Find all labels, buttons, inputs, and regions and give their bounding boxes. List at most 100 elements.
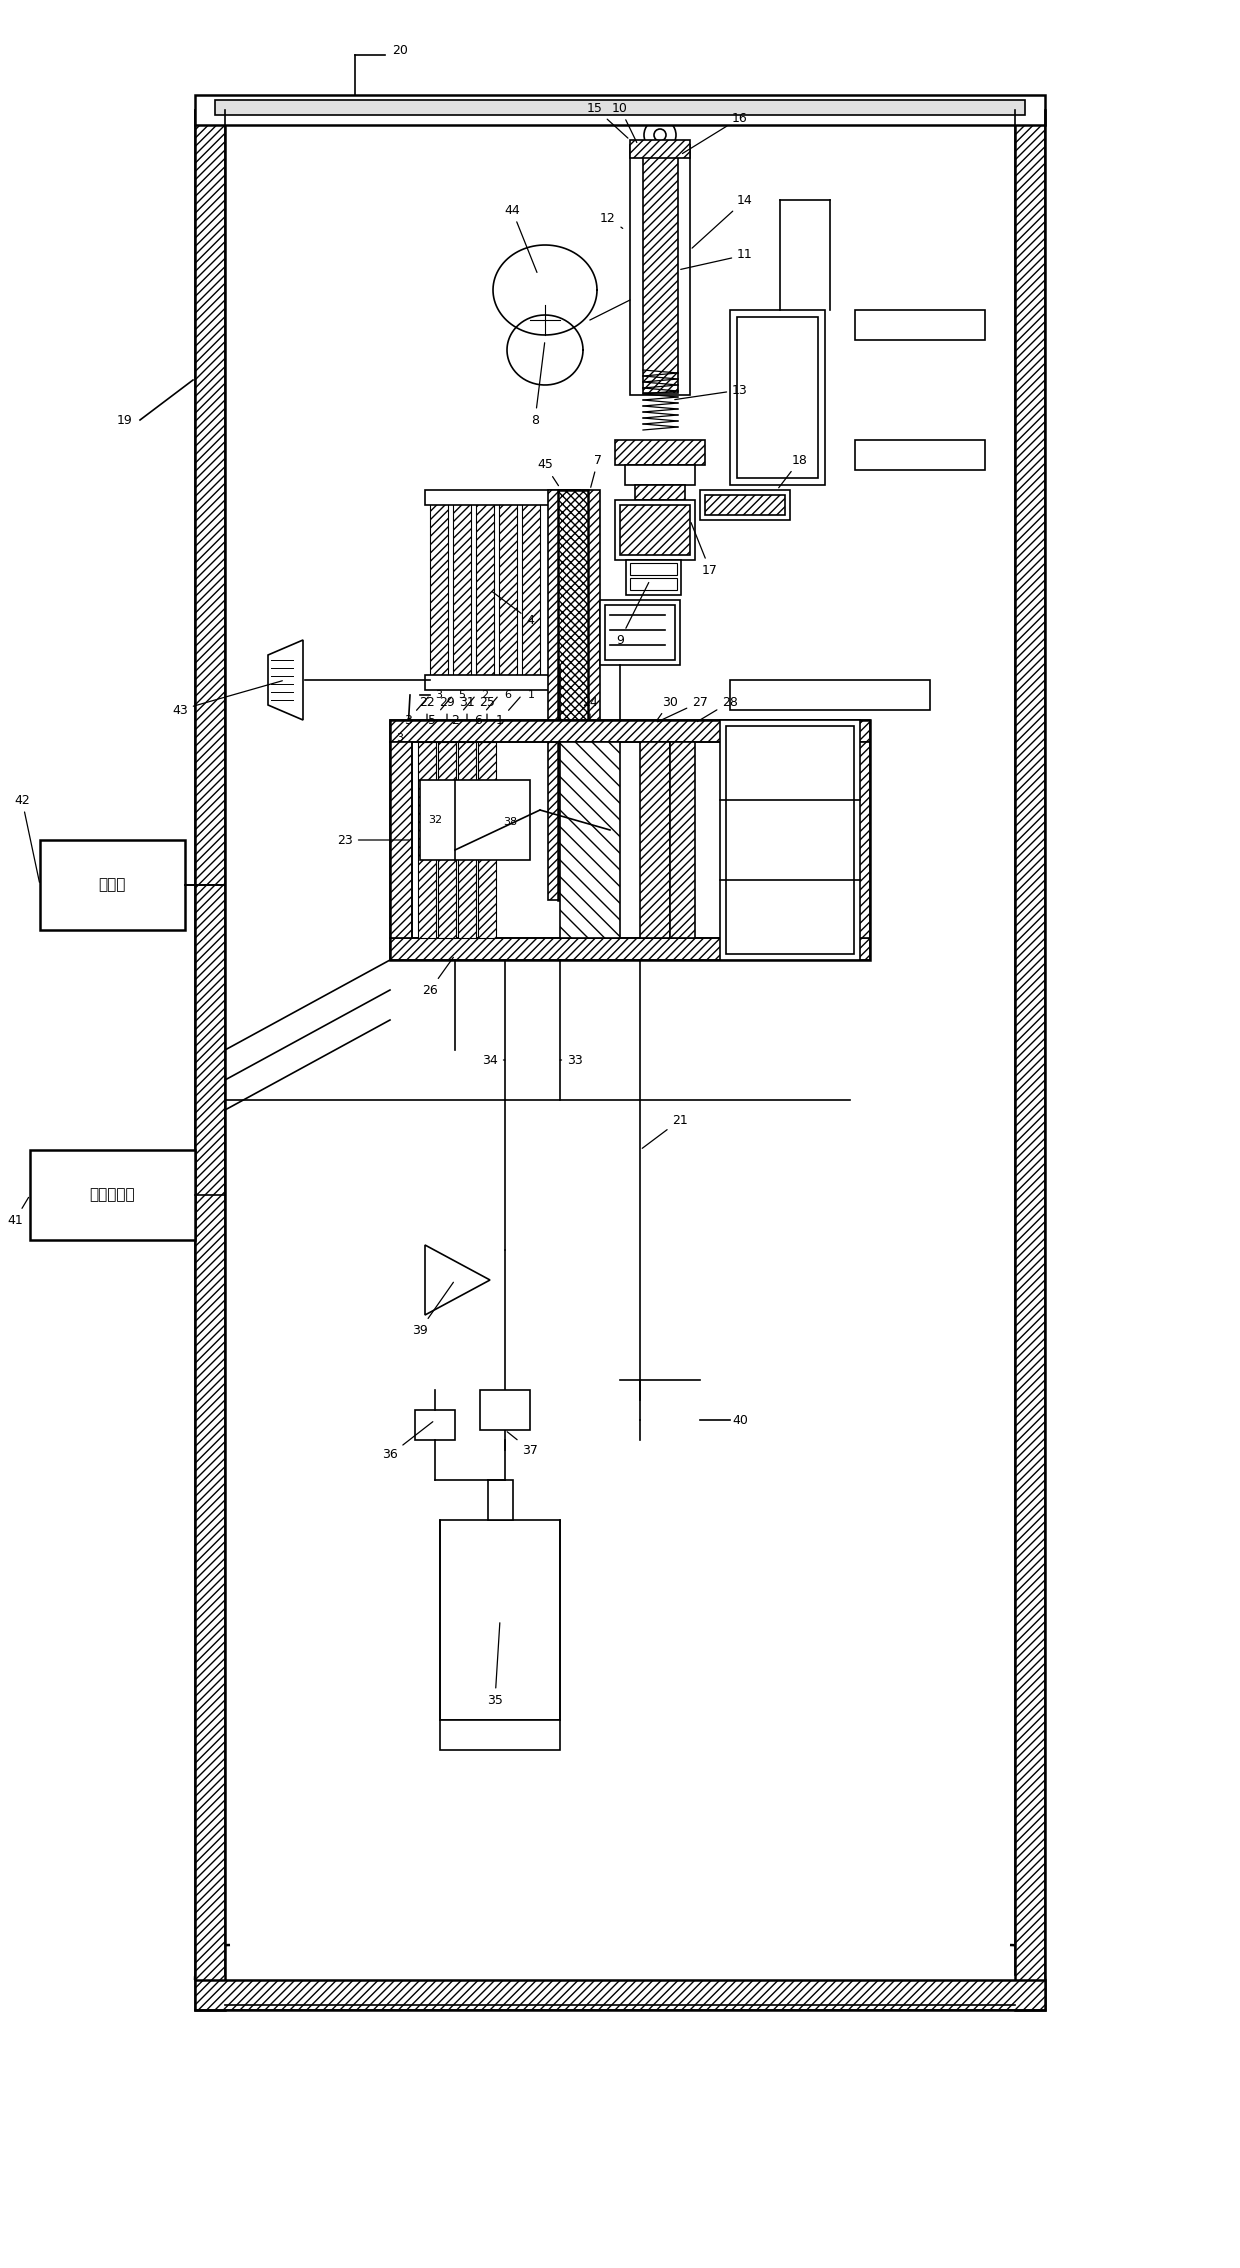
- Bar: [737, 318, 818, 479]
- Bar: [425, 676, 580, 689]
- Bar: [725, 726, 854, 955]
- Bar: [615, 440, 706, 465]
- Text: 9: 9: [616, 583, 649, 646]
- Text: 32: 32: [428, 814, 443, 826]
- Text: 10: 10: [613, 102, 637, 143]
- Bar: [600, 601, 680, 665]
- Text: 24: 24: [582, 696, 598, 721]
- Bar: [453, 494, 471, 680]
- Bar: [720, 719, 861, 959]
- Bar: [640, 742, 670, 939]
- Bar: [420, 780, 529, 860]
- Text: 31: 31: [459, 696, 475, 721]
- Text: 2: 2: [481, 689, 489, 701]
- Text: 26: 26: [422, 957, 454, 996]
- Bar: [489, 1481, 513, 1520]
- Text: 20: 20: [392, 43, 408, 57]
- Bar: [522, 494, 539, 680]
- Text: 34: 34: [482, 1055, 505, 1066]
- Text: 45: 45: [537, 458, 558, 485]
- Text: 44: 44: [505, 204, 537, 272]
- Text: 6: 6: [474, 696, 497, 726]
- Bar: [730, 680, 930, 710]
- Bar: [856, 440, 985, 469]
- Text: 3: 3: [404, 696, 428, 726]
- Bar: [625, 465, 694, 485]
- Bar: [630, 145, 689, 395]
- Bar: [477, 742, 496, 939]
- Bar: [391, 719, 870, 959]
- Bar: [425, 490, 580, 506]
- Text: 40: 40: [732, 1413, 748, 1427]
- Text: 39: 39: [412, 1281, 454, 1336]
- Text: 5: 5: [459, 689, 465, 701]
- Text: 数显控温仪: 数显控温仪: [89, 1188, 135, 1202]
- Text: 12: 12: [600, 211, 622, 229]
- Bar: [458, 742, 476, 939]
- Bar: [391, 719, 870, 742]
- Bar: [195, 111, 224, 2009]
- Bar: [605, 606, 675, 660]
- Text: 25: 25: [479, 696, 495, 721]
- Text: 1: 1: [527, 689, 534, 701]
- Text: 16: 16: [682, 111, 748, 154]
- Bar: [635, 485, 684, 499]
- Text: 14: 14: [692, 193, 753, 247]
- Bar: [30, 1150, 195, 1241]
- Text: 7: 7: [590, 454, 601, 488]
- Bar: [626, 560, 681, 594]
- Bar: [630, 578, 677, 590]
- Text: 19: 19: [117, 413, 133, 426]
- Bar: [558, 490, 588, 900]
- Bar: [1016, 111, 1045, 2009]
- Text: 4: 4: [492, 592, 534, 626]
- Bar: [438, 742, 456, 939]
- Bar: [440, 1520, 560, 1719]
- Text: 42: 42: [14, 794, 40, 882]
- Bar: [415, 1411, 455, 1440]
- Text: 35: 35: [487, 1624, 503, 1706]
- Text: 43: 43: [172, 680, 283, 717]
- Text: 3: 3: [435, 689, 443, 701]
- Text: 38: 38: [503, 816, 517, 828]
- Bar: [195, 95, 1045, 125]
- Bar: [476, 494, 494, 680]
- Bar: [706, 494, 785, 515]
- Text: 13: 13: [675, 383, 748, 399]
- Text: 2: 2: [451, 696, 474, 726]
- Bar: [430, 494, 448, 680]
- Bar: [548, 490, 600, 900]
- Bar: [620, 506, 689, 556]
- Text: 37: 37: [507, 1431, 538, 1456]
- Bar: [40, 839, 185, 930]
- Text: 33: 33: [560, 1055, 583, 1066]
- Text: 17: 17: [691, 522, 718, 576]
- Text: 28: 28: [697, 696, 738, 721]
- Bar: [195, 1980, 1045, 2009]
- Text: 29: 29: [439, 696, 455, 721]
- Bar: [630, 141, 689, 159]
- Text: 11: 11: [681, 249, 753, 270]
- Text: 8: 8: [531, 342, 544, 426]
- Bar: [630, 562, 677, 576]
- Text: 27: 27: [657, 696, 708, 721]
- Text: 示波器: 示波器: [98, 878, 125, 894]
- Bar: [701, 490, 790, 519]
- Text: 1: 1: [496, 696, 520, 726]
- Text: 15: 15: [587, 102, 627, 138]
- Bar: [440, 1719, 560, 1751]
- Bar: [856, 311, 985, 340]
- Text: 5: 5: [428, 696, 451, 726]
- Bar: [615, 499, 694, 560]
- Text: 30: 30: [657, 696, 678, 721]
- Bar: [560, 742, 620, 939]
- Bar: [391, 939, 870, 959]
- Text: 3: 3: [397, 733, 403, 744]
- Bar: [480, 1390, 529, 1431]
- Text: 6: 6: [505, 689, 511, 701]
- Text: 18: 18: [779, 454, 808, 488]
- Text: 41: 41: [7, 1198, 29, 1227]
- Bar: [498, 494, 517, 680]
- Text: 23: 23: [337, 835, 409, 846]
- Bar: [418, 742, 436, 939]
